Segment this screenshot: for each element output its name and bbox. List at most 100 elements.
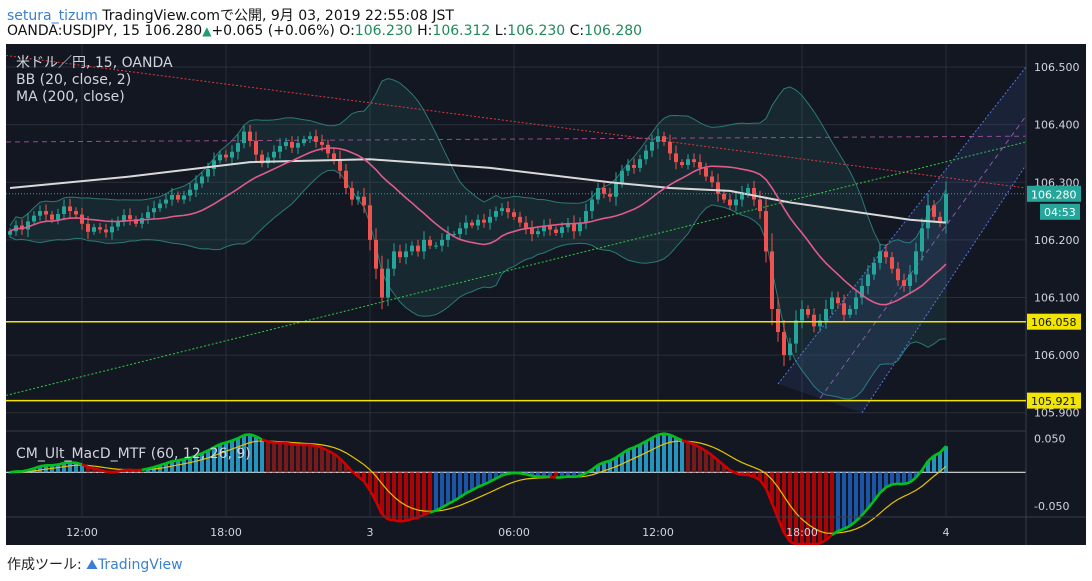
candle-body-113: [686, 159, 690, 165]
macd-seg-130: [782, 531, 792, 543]
candle-body-83: [506, 208, 510, 213]
macd-seg-125: [753, 475, 761, 482]
macd-seg-102: [615, 452, 623, 459]
channel-upper: [777, 66, 1027, 385]
x-tick-1: 18:00: [210, 526, 242, 539]
macd-hist-75: [458, 472, 462, 498]
macd-seg-67: [405, 517, 413, 523]
candle-body-108: [656, 136, 660, 142]
candle-body-81: [494, 211, 498, 217]
candle-body-147: [890, 257, 894, 269]
candle-body-82: [500, 208, 504, 212]
candle-body-59: [362, 196, 366, 206]
macd-seg-31: [189, 454, 197, 459]
candle-body-115: [698, 162, 702, 168]
macd-hist-81: [494, 472, 498, 479]
current-price-label-bg: [1027, 185, 1081, 202]
candle-body-58: [356, 196, 360, 200]
indicator-lines: [9, 147, 947, 306]
macd-hist-93: [566, 472, 570, 477]
macd-hist-116: [704, 451, 708, 473]
candle-body-107: [650, 141, 654, 151]
macd-hist-10: [68, 462, 72, 473]
macd-hist-71: [434, 472, 438, 511]
macd-hist-80: [488, 472, 492, 482]
candle-body-133: [806, 309, 810, 315]
chart-area[interactable]: 106.500 106.400 106.300 106.200 106.100 106.0…: [6, 44, 1086, 545]
macd-seg-114: [687, 440, 695, 446]
candle-body-127: [770, 251, 774, 310]
macd-hist-31: [194, 455, 198, 473]
tradingview-logo-icon: ⛰: [86, 557, 98, 573]
macd-hist-47: [290, 444, 294, 473]
macd-hist-88: [536, 472, 540, 477]
candle-body-129: [782, 332, 786, 356]
macd-hist-43: [266, 441, 270, 473]
macd-hist-44: [272, 442, 276, 473]
macd-seg-121: [729, 469, 737, 475]
macd-hist-66: [404, 472, 408, 521]
macd-hist-65: [398, 472, 402, 522]
candle-body-41: [254, 140, 258, 155]
legend-macd: CM_Ult_MacD_MTF (60, 12, 26, 9): [16, 446, 251, 462]
macd-hist-76: [464, 472, 468, 494]
macd-seg-137: [825, 533, 833, 541]
macd-seg-76: [459, 492, 467, 499]
candle-body-131: [794, 320, 798, 344]
legend-bb: BB (20, close, 2): [16, 72, 131, 88]
macd-tick-0: 0.050: [1034, 433, 1066, 446]
candle-body-42: [260, 154, 264, 164]
macd-hist-27: [170, 461, 174, 473]
candle-body-19: [122, 215, 126, 221]
channel-fill: [778, 67, 1026, 413]
macd-hist-91: [554, 472, 558, 478]
macd-seg-122: [735, 471, 743, 476]
candle-body-101: [614, 182, 618, 197]
macd-seg-30: [183, 456, 191, 461]
macd-hist-128: [776, 472, 780, 519]
macd-signal-line: [9, 440, 947, 535]
candle-body-69: [422, 239, 426, 252]
macd-hist-29: [182, 459, 186, 473]
macd-hist-132: [800, 472, 804, 545]
candle-body-11: [74, 211, 78, 215]
candle-body-94: [572, 223, 576, 232]
candle-body-135: [818, 320, 822, 327]
candle-body-40: [248, 131, 252, 141]
high-value: 106.312: [432, 23, 491, 39]
candle-body-39: [242, 131, 246, 144]
macd-seg-109: [657, 432, 665, 437]
legend-symbol: 米ドル／円, 15, OANDA: [16, 55, 173, 71]
support-levels: 106.058 105.921 106.280 04:53: [6, 185, 1081, 409]
macd-hist-58: [356, 472, 360, 477]
candle-body-148: [896, 268, 900, 281]
author-link[interactable]: setura_tizum: [7, 8, 98, 24]
macd-hist-33: [206, 450, 210, 473]
x-tick-3: 06:00: [498, 526, 530, 539]
price-axis-bg: [1026, 44, 1086, 545]
macd-seg-64: [387, 518, 395, 522]
macd-hist-41: [254, 436, 258, 473]
macd-hist-137: [830, 472, 834, 535]
macd-hist-21: [134, 470, 138, 473]
candle-body-126: [764, 211, 768, 252]
candle-body-25: [158, 203, 162, 209]
chart-canvas[interactable]: 106.500106.400106.300106.200106.100106.0…: [6, 44, 1086, 545]
footer-brand[interactable]: TradingView: [97, 557, 183, 573]
candle-body-5: [38, 211, 42, 216]
trendline-up: [6, 141, 1027, 396]
macd-hist-99: [602, 462, 606, 473]
macd-hist-62: [380, 472, 384, 515]
high-label: H:: [417, 23, 433, 39]
macd-hist-52: [320, 447, 324, 473]
macd-seg-141: [849, 520, 857, 527]
candle-body-45: [278, 145, 282, 152]
macd-hist-114: [692, 444, 696, 473]
candle-body-89: [542, 225, 546, 232]
candle-body-6: [44, 211, 48, 215]
candle-body-114: [692, 159, 696, 163]
candle-body-109: [662, 136, 666, 142]
candle-body-145: [878, 251, 882, 263]
macd-seg-25: [153, 464, 161, 469]
candle-body-35: [218, 154, 222, 161]
